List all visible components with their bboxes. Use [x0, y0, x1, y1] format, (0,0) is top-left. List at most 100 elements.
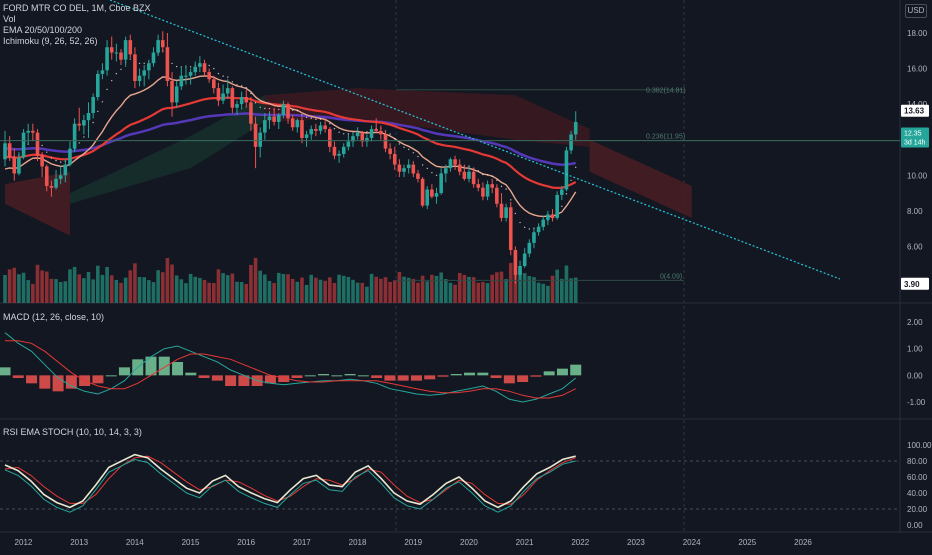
fib-label: 0.382(14.81) [646, 88, 686, 95]
candle [272, 107, 276, 126]
volume-bar [365, 286, 369, 303]
volume-bar [142, 277, 146, 303]
candle-body [337, 153, 341, 156]
ichimoku-cloud [69, 136, 191, 204]
macd-histogram-bar [490, 375, 502, 378]
candle [522, 248, 527, 268]
macd-histogram-bar [238, 375, 250, 386]
candle-body [202, 63, 207, 73]
ichimoku-dot [500, 185, 503, 188]
volume-bar [495, 272, 499, 303]
volume-bar [481, 282, 485, 303]
ichimoku-dot [78, 142, 80, 144]
time-tick-label: 2026 [794, 538, 812, 547]
ichimoku-dot [55, 159, 57, 162]
candle [142, 65, 146, 87]
macd-histogram-bar [291, 375, 303, 378]
volume-legend: Vol [3, 14, 16, 24]
ichimoku-cloud [589, 139, 692, 218]
macd-histogram-bar [39, 375, 51, 389]
candle-body [518, 265, 522, 275]
ichimoku-cloud [5, 171, 70, 236]
volume-bar [40, 270, 44, 303]
candle-body [128, 40, 133, 55]
ichimoku-dot [27, 143, 29, 145]
candle-body [555, 194, 559, 218]
volume-bar [31, 283, 35, 303]
macd-histogram-bar [185, 372, 197, 376]
time-tick-label: 2013 [70, 538, 88, 547]
candle-body [314, 129, 318, 131]
candle [569, 130, 573, 154]
candle [416, 169, 420, 183]
symbol-title: FORD MTR CO DEL, 1M, Cboe BZX [3, 3, 151, 13]
volume-bar [290, 278, 295, 303]
ichimoku-dot [570, 179, 572, 182]
candle [165, 33, 170, 87]
volume-bar [281, 274, 286, 303]
rsi-tick-label: 60.00 [907, 473, 928, 482]
volume-bar [304, 284, 309, 303]
candle-body [151, 52, 156, 64]
price-tick-label: 10.00 [907, 171, 928, 180]
candle-body [504, 207, 508, 218]
volume-bar [230, 273, 235, 303]
candle [314, 123, 318, 137]
candle [476, 178, 481, 192]
candle-body [198, 63, 202, 67]
volume-bar [225, 275, 230, 303]
volume-bar [388, 281, 392, 303]
candle-body [379, 130, 383, 135]
ichimoku-dot [227, 76, 229, 78]
volume-bar [100, 274, 105, 303]
ichimoku-dot [523, 226, 526, 229]
ichimoku-dot [250, 92, 252, 95]
candle-body [360, 132, 365, 142]
candle [253, 116, 258, 169]
candle-body [12, 157, 17, 174]
candle-body [160, 40, 165, 48]
macd-line [4, 332, 577, 403]
candle [286, 102, 290, 124]
candle [532, 228, 536, 249]
candle [17, 152, 21, 176]
time-tick-label: 2020 [460, 538, 478, 547]
candle-body [44, 166, 49, 186]
volume-bar [7, 269, 12, 303]
candle [54, 169, 58, 190]
candle [249, 97, 253, 131]
candle-body [346, 141, 351, 147]
candle [26, 123, 30, 144]
candle [86, 102, 91, 138]
price-tick-label: 14.00 [907, 100, 928, 109]
candle-body [411, 164, 416, 174]
candle-body [462, 171, 467, 179]
candle-body [244, 97, 249, 103]
candle [49, 180, 54, 197]
volume-bar [462, 274, 467, 303]
ichimoku-dot [407, 148, 410, 151]
candle [128, 34, 133, 58]
candle [114, 43, 119, 62]
ichimoku-dot [208, 64, 210, 67]
volume-bar [309, 274, 314, 303]
candle [44, 164, 49, 192]
candle [221, 84, 225, 105]
candle-body [439, 173, 443, 194]
macd-tick-label: 2.00 [907, 318, 923, 327]
ichimoku-dot [491, 175, 493, 177]
candle [160, 31, 165, 53]
candle-body [207, 72, 211, 80]
candle-body [495, 187, 499, 204]
currency-button[interactable]: USD [905, 4, 927, 18]
macd-histogram-bar [543, 371, 555, 376]
volume-bar [346, 276, 351, 303]
volume-bar [272, 283, 276, 303]
macd-histogram-bar [384, 375, 396, 381]
ichimoku-dot [305, 116, 308, 119]
candle [369, 125, 374, 142]
ichimoku-dot [120, 68, 122, 71]
candle-body [26, 130, 30, 133]
ichimoku-dot [138, 62, 141, 65]
macd-histogram-bar [437, 375, 449, 377]
